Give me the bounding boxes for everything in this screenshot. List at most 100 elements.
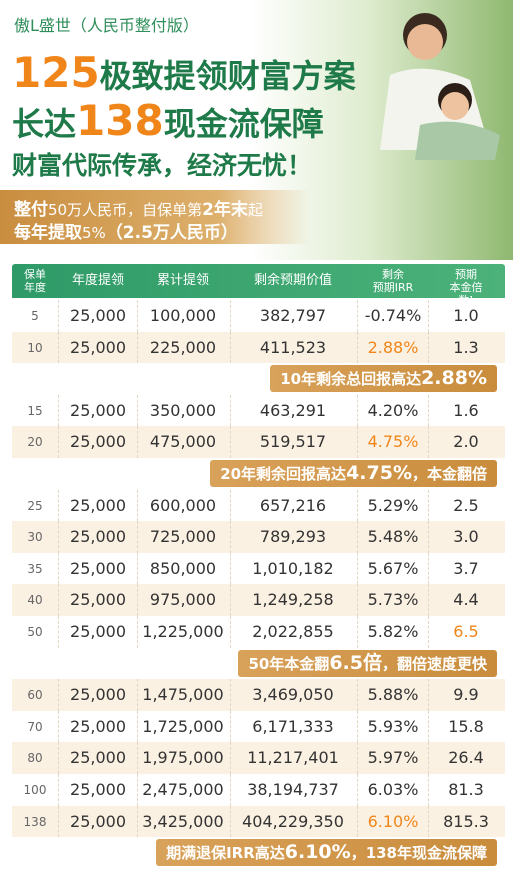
table-cell: 25,000	[70, 716, 126, 736]
table-cell: 10	[27, 340, 43, 355]
table-cell: 1,010,182	[252, 558, 334, 578]
table-cell: 38,194,737	[247, 780, 339, 799]
divider	[58, 300, 59, 332]
table-cell: 25,000	[70, 622, 126, 641]
table-cell: 1.3	[453, 337, 479, 357]
table-row	[12, 300, 505, 332]
divider	[58, 774, 59, 806]
banner-text: 每年提取	[14, 223, 82, 243]
table-cell: 6.5	[453, 622, 479, 641]
divider	[428, 710, 429, 743]
callout-text: ，翻倍速度更快	[381, 654, 487, 673]
table-cell: 350,000	[149, 400, 217, 420]
table-cell: 404,229,350	[242, 811, 344, 831]
divider	[230, 805, 231, 838]
banner-text: 2年末	[202, 200, 248, 220]
callout: 50年本金翻6.5倍，翻倍速度更快	[238, 649, 497, 677]
table-cell: 25,000	[70, 432, 126, 452]
divider	[357, 805, 358, 838]
table-cell: 25,000	[70, 400, 126, 420]
table-row	[12, 489, 505, 522]
divider	[357, 521, 358, 553]
table-cell: 815.3	[443, 811, 489, 831]
divider	[428, 300, 429, 332]
table-cell: 3,425,000	[142, 811, 224, 831]
divider	[137, 774, 138, 806]
callout-text: 6.10%	[284, 841, 351, 864]
divider	[357, 584, 358, 616]
table-cell: 2.88%	[367, 337, 419, 357]
table-cell: 15.8	[448, 716, 484, 736]
table-cell: 4.75%	[367, 432, 419, 452]
divider	[357, 774, 358, 806]
table-row	[12, 805, 505, 838]
table-cell: 25	[27, 498, 43, 513]
table-cell: 5.29%	[367, 495, 419, 515]
divider	[58, 584, 59, 616]
tagline: 财富代际传承，经济无忧！	[12, 151, 313, 180]
table-cell: -0.74%	[364, 306, 422, 325]
divider	[230, 616, 231, 648]
banner-text: （2.5万人民币）	[105, 223, 238, 243]
banner: 整付50万人民币，自保单第2年末起 每年提取5%（2.5万人民币）	[0, 190, 310, 244]
headline-text: 长达	[12, 105, 77, 143]
divider	[357, 426, 358, 458]
divider	[137, 426, 138, 458]
table-cell: 50	[27, 625, 43, 639]
column-header: 保单 年度	[24, 268, 46, 294]
callout: 20年剩余回报高达4.75%，本金翻倍	[210, 460, 497, 487]
table-cell: 789,293	[259, 527, 327, 547]
divider	[428, 774, 429, 806]
table-cell: 25,000	[70, 337, 126, 357]
table-cell: 25,000	[70, 590, 126, 610]
table-cell: 5.82%	[367, 622, 419, 641]
table-cell: 80	[27, 751, 43, 766]
table-cell: 25,000	[70, 558, 126, 578]
divider	[230, 552, 231, 585]
callout-text: 6.5倍	[329, 651, 382, 674]
table-cell: 138	[23, 814, 47, 829]
table-cell: 5.93%	[367, 716, 419, 736]
divider	[428, 521, 429, 553]
divider	[230, 394, 231, 427]
divider	[58, 679, 59, 711]
callout-text: 50年本金翻	[248, 654, 330, 673]
table-row	[12, 426, 505, 458]
table-row	[12, 584, 505, 616]
column-header: 剩余 预期IRR	[372, 268, 414, 294]
table-cell: 70	[27, 719, 43, 734]
table-cell: 25,000	[70, 527, 126, 547]
divider	[357, 710, 358, 743]
callout-text: 20年剩余回报高达	[220, 465, 347, 483]
table-row	[12, 521, 505, 553]
divider	[137, 552, 138, 585]
table-cell: 60	[27, 688, 43, 703]
divider	[230, 331, 231, 364]
table-cell: 1.6	[453, 400, 479, 420]
callout: 期满退保IRR高达6.10%，138年现金流保障	[156, 839, 497, 867]
table-cell: 25,000	[70, 306, 126, 325]
column-header: 剩余预期价值	[253, 273, 333, 288]
table-cell: 2,475,000	[142, 780, 224, 799]
banner-text: 起	[247, 201, 263, 219]
table-cell: 475,000	[149, 432, 217, 452]
table-cell: 4.20%	[367, 400, 419, 420]
table-cell: 725,000	[149, 527, 217, 547]
divider	[428, 616, 429, 648]
divider	[58, 552, 59, 585]
divider	[428, 805, 429, 838]
divider	[230, 710, 231, 743]
table-cell: 225,000	[149, 337, 217, 357]
divider	[230, 584, 231, 616]
divider	[230, 426, 231, 458]
divider	[58, 710, 59, 743]
divider	[58, 331, 59, 364]
divider	[58, 489, 59, 522]
table-cell: 81.3	[448, 780, 484, 799]
banner-text: 50万人民币，自保单第	[48, 201, 203, 219]
divider	[357, 616, 358, 648]
divider	[428, 426, 429, 458]
divider	[137, 742, 138, 774]
divider	[357, 331, 358, 364]
